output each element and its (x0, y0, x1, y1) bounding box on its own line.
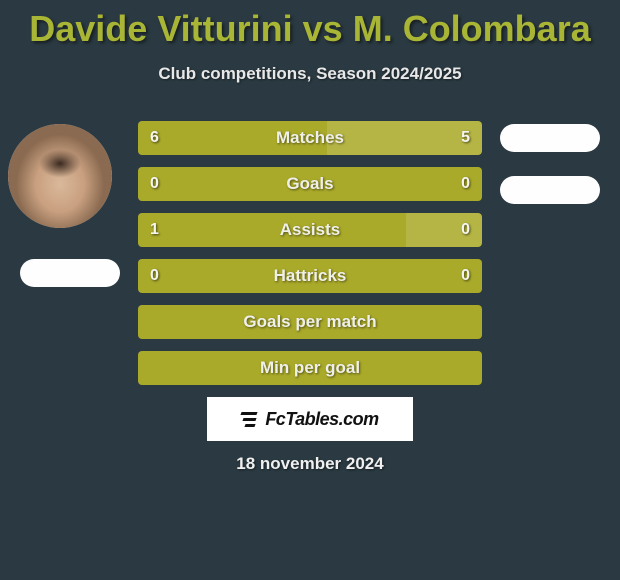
bar-val-right: 5 (461, 121, 470, 155)
bar-row-goals-per-match: Goals per match (138, 305, 482, 339)
bar-val-right: 0 (461, 167, 470, 201)
bar-val-right: 0 (461, 259, 470, 293)
avatar-face-icon (8, 124, 112, 228)
bar-row-min-per-goal: Min per goal (138, 351, 482, 385)
footer-date: 18 november 2024 (0, 454, 620, 474)
page-title: Davide Vitturini vs M. Colombara (0, 0, 620, 50)
page-subtitle: Club competitions, Season 2024/2025 (0, 64, 620, 84)
branding-badge: FcTables.com (207, 397, 413, 441)
bar-row-goals: 0 Goals 0 (138, 167, 482, 201)
bar-label: Hattricks (138, 259, 482, 293)
bar-row-assists: 1 Assists 0 (138, 213, 482, 247)
bar-label: Matches (138, 121, 482, 155)
bar-row-matches: 6 Matches 5 (138, 121, 482, 155)
player-right-flag-2 (500, 176, 600, 204)
player-right-flag-1 (500, 124, 600, 152)
comparison-bars: 6 Matches 5 0 Goals 0 1 Assists 0 0 Hatt… (138, 121, 482, 397)
branding-stripes-icon (241, 410, 259, 428)
bar-val-right: 0 (461, 213, 470, 247)
bar-label: Goals (138, 167, 482, 201)
player-left-flag (20, 259, 120, 287)
bar-label: Assists (138, 213, 482, 247)
branding-text: FcTables.com (265, 409, 378, 430)
bar-label: Min per goal (138, 351, 482, 385)
player-left-avatar (8, 124, 112, 228)
bar-label: Goals per match (138, 305, 482, 339)
bar-row-hattricks: 0 Hattricks 0 (138, 259, 482, 293)
